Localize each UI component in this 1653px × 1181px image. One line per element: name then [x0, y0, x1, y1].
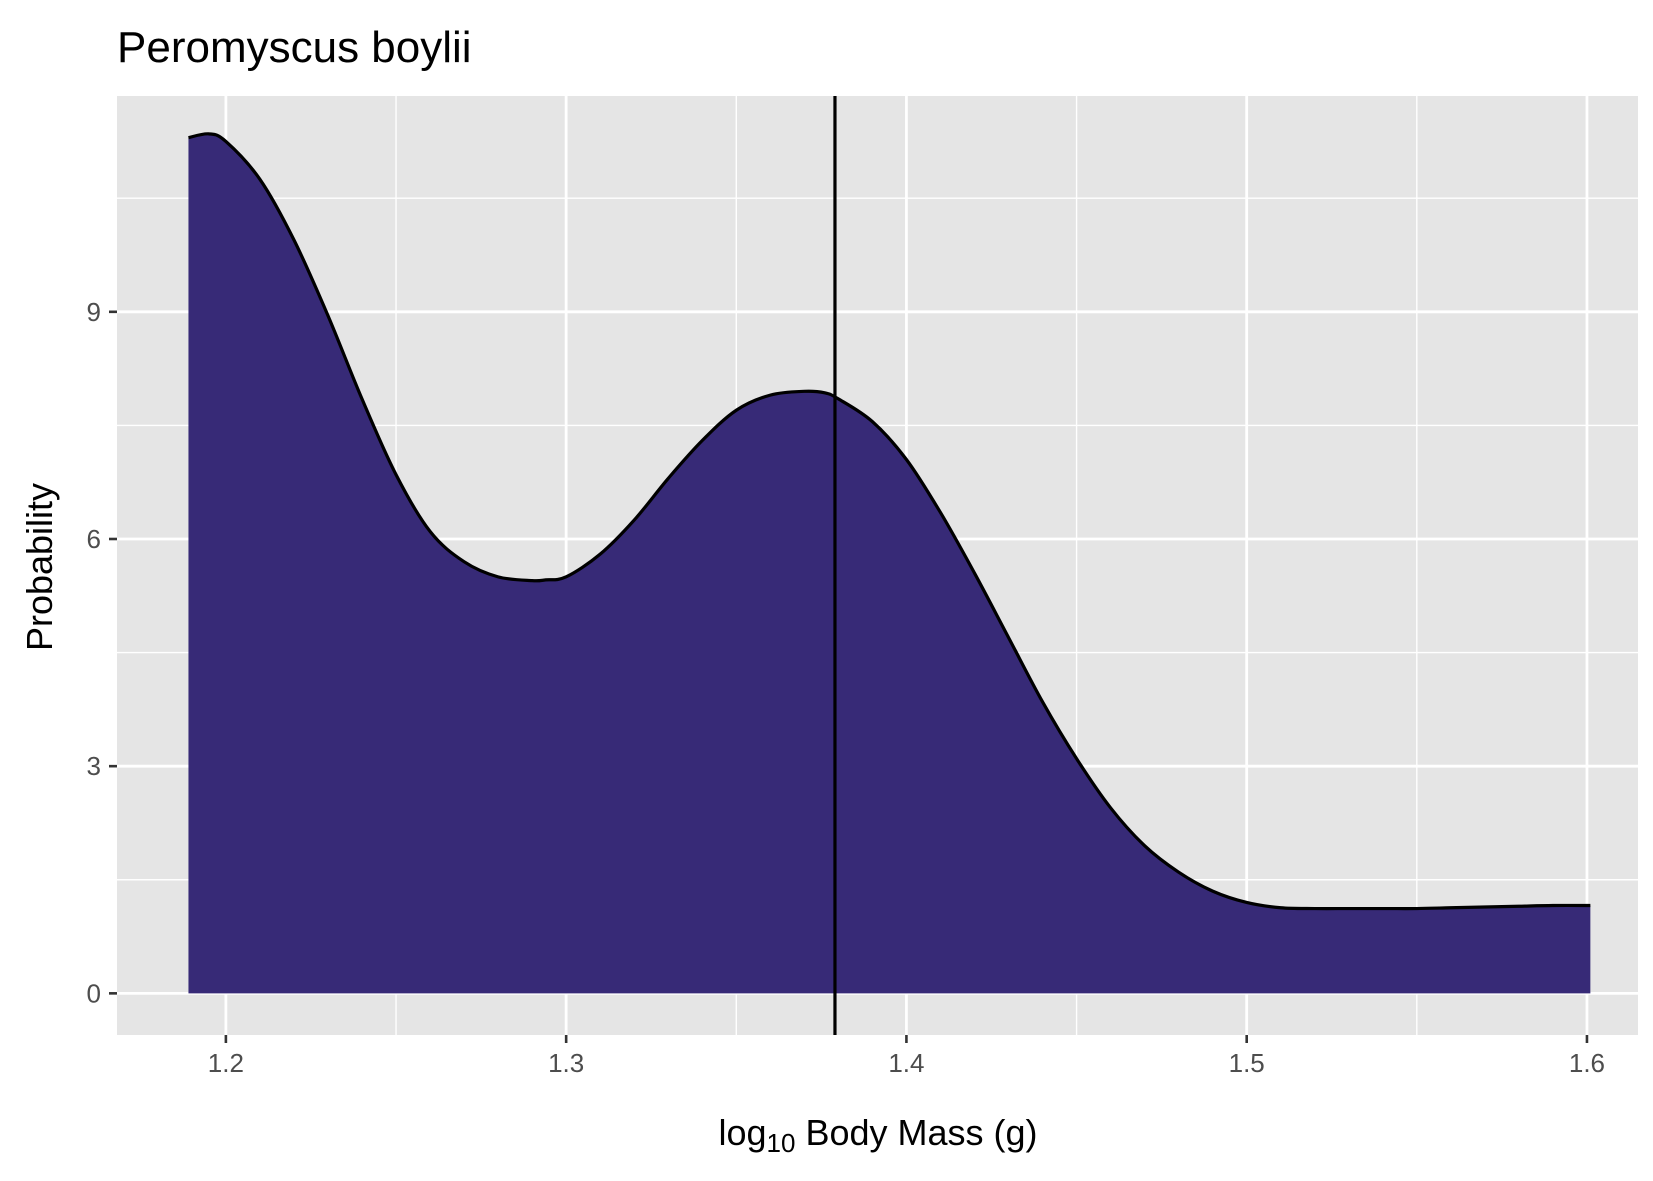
y-axis: 0 3 6 9 [87, 297, 117, 1008]
y-tick-label: 9 [87, 297, 101, 327]
density-area [188, 133, 1591, 994]
y-axis-label: Probability [19, 483, 60, 651]
y-tick-label: 3 [87, 751, 101, 781]
y-tick-label: 6 [87, 524, 101, 554]
x-tick-label: 1.4 [888, 1048, 924, 1078]
x-tick-label: 1.6 [1569, 1048, 1605, 1078]
x-axis: 1.2 1.3 1.4 1.5 1.6 [208, 1035, 1605, 1078]
chart-title: Peromyscus boylii [117, 23, 472, 72]
x-tick-label: 1.3 [548, 1048, 584, 1078]
x-axis-label-prefix: log [718, 1112, 766, 1153]
x-tick-label: 1.2 [208, 1048, 244, 1078]
x-axis-label: log10 Body Mass (g) [718, 1112, 1037, 1158]
y-tick-label: 0 [87, 978, 101, 1008]
x-axis-label-subscript: 10 [767, 1128, 796, 1158]
x-tick-label: 1.5 [1229, 1048, 1265, 1078]
x-axis-label-suffix: Body Mass (g) [795, 1112, 1037, 1153]
